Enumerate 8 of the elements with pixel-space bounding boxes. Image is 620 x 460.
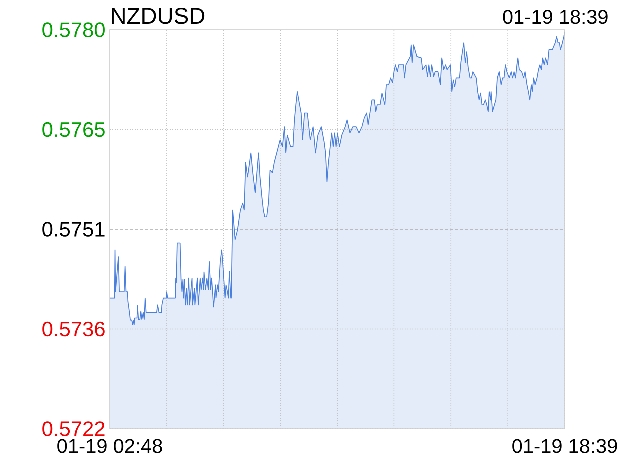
y-tick-label: 0.5722 xyxy=(42,422,105,436)
y-tick-label: 0.5751 xyxy=(42,222,105,237)
y-tick-label: 0.5765 xyxy=(42,122,105,138)
x-tick-label: 01-19 02:48 xyxy=(58,439,162,454)
chart-title: NZDUSD xyxy=(112,8,205,24)
chart-subtitle: 01-19 18:39 xyxy=(503,10,608,24)
y-tick-label: 0.5780 xyxy=(42,22,105,38)
y-tick-label: 0.5736 xyxy=(42,322,105,337)
